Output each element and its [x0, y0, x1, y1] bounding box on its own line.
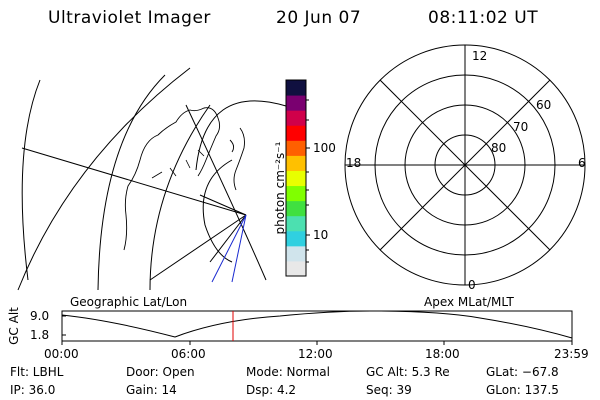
map-line-2 — [149, 214, 247, 281]
colorbar-band — [286, 125, 306, 141]
colorbar-band — [286, 245, 306, 262]
alt-axis-label: GC Alt — [7, 307, 21, 345]
colorbar-band — [286, 95, 306, 111]
altitude-plot — [61, 310, 573, 345]
mlt-label-0: 0 — [468, 278, 476, 292]
colorbar-band — [286, 215, 306, 232]
geographic-label: Geographic Lat/Lon — [70, 295, 188, 309]
info-dsp: Dsp: 4.2 — [246, 383, 297, 397]
lat-label-80: 80 — [491, 141, 507, 155]
colorbar-band — [286, 185, 306, 202]
alt-ytick-9: 9.0 — [30, 309, 50, 323]
colorbar-ticks — [306, 99, 310, 263]
colorbar-band — [286, 260, 306, 277]
date-label: 20 Jun 07 — [276, 8, 362, 28]
colorbar-band — [286, 155, 306, 171]
lat-label-70: 70 — [513, 120, 529, 134]
info-seq: Seq: 39 — [366, 383, 412, 397]
info-mode: Mode: Normal — [246, 365, 330, 379]
instrument-title: Ultraviolet Imager — [48, 8, 211, 28]
colorbar-band — [286, 170, 306, 187]
map-coastline-bits — [151, 149, 205, 179]
colorbar-band — [286, 140, 306, 156]
alt-xtick-2359: 23:59 — [554, 347, 589, 361]
time-label: 08:11:02 UT — [428, 8, 539, 28]
map-arc-2 — [17, 67, 191, 291]
alt-xtick-1200: 12:00 — [298, 347, 333, 361]
colorbar-band — [286, 230, 306, 247]
colorbar — [286, 80, 306, 277]
colorbar-band — [286, 200, 306, 217]
altitude-curve — [61, 310, 573, 339]
geographic-map — [17, 67, 287, 291]
map-arc-4 — [149, 104, 211, 291]
info-door: Door: Open — [126, 365, 195, 379]
colorbar-tick-100: 100 — [313, 141, 336, 155]
mlt-label-12: 12 — [472, 49, 488, 63]
map-arc-6 — [185, 104, 267, 281]
alt-ytick-1-8: 1.8 — [30, 328, 50, 342]
map-circle-segment — [202, 159, 233, 263]
colorbar-tick-10: 10 — [313, 228, 329, 242]
map-arc-1 — [21, 79, 41, 281]
colorbar-unit-label: photon cm⁻²s⁻¹ — [273, 141, 287, 235]
colorbar-band — [286, 80, 306, 96]
polar-plot — [344, 44, 586, 286]
colorbar-band — [286, 110, 306, 126]
map-line-1 — [21, 147, 247, 216]
apex-label: Apex MLat/MLT — [424, 295, 514, 309]
info-flt: Flt: LBHL — [10, 365, 64, 379]
map-line-3 — [199, 194, 247, 216]
info-ip: IP: 36.0 — [10, 383, 56, 397]
mlt-label-6: 6 — [578, 156, 586, 170]
info-glon: GLon: 137.5 — [486, 383, 559, 397]
spacecraft-track — [211, 214, 247, 283]
map-line-4 — [209, 214, 247, 263]
map-arc-3 — [97, 74, 166, 291]
info-gain: Gain: 14 — [126, 383, 177, 397]
lat-label-60: 60 — [536, 98, 552, 112]
info-gc-alt: GC Alt: 5.3 Re — [366, 365, 450, 379]
alt-xtick-0600: 06:00 — [171, 347, 206, 361]
map-coastline — [123, 107, 245, 251]
mlt-label-18: 18 — [346, 156, 362, 170]
alt-xtick-1800: 18:00 — [425, 347, 460, 361]
alt-xtick-0000: 00:00 — [44, 347, 79, 361]
info-glat: GLat: −67.8 — [486, 365, 559, 379]
colorbar-frame — [285, 79, 307, 277]
